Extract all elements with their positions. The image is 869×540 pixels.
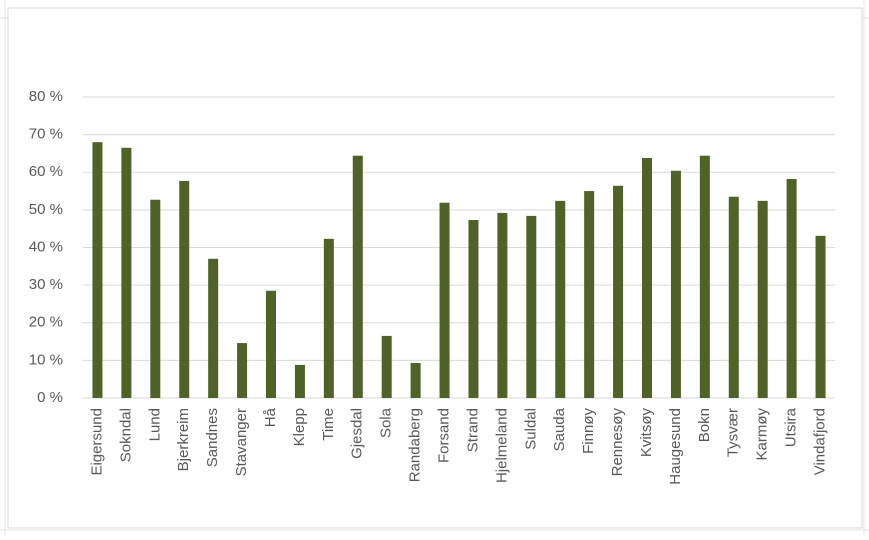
x-tick-label: Lund xyxy=(146,408,163,441)
bar xyxy=(728,196,739,398)
x-tick-label: Time xyxy=(320,408,337,441)
bar xyxy=(642,157,652,398)
bar xyxy=(699,155,710,398)
bar xyxy=(584,191,595,398)
bar xyxy=(121,147,132,398)
x-tick-label: Rennesøy xyxy=(609,408,626,477)
x-tick-label: Hjelmeland xyxy=(493,408,510,483)
bar xyxy=(670,170,681,398)
x-tick-label: Sandnes xyxy=(204,408,221,467)
bar xyxy=(526,215,537,398)
x-tick-label: Kvitsøy xyxy=(638,408,655,458)
y-tick-label: 60 % xyxy=(29,163,63,180)
x-tick-label: Finnøy xyxy=(580,408,597,454)
x-tick-label: Haugesund xyxy=(667,408,684,485)
x-tick-label: Bokn xyxy=(696,408,713,442)
x-tick-label: Forsand xyxy=(436,408,453,463)
x-tick-label: Klepp xyxy=(291,408,308,446)
bar xyxy=(92,142,103,398)
y-tick-label: 20 % xyxy=(29,314,63,331)
y-tick-label: 70 % xyxy=(29,126,63,143)
bar xyxy=(150,199,161,398)
x-tick-label: Strand xyxy=(464,408,481,452)
x-tick-label: Utsira xyxy=(783,407,800,447)
bar xyxy=(786,179,797,398)
x-tick-label: Randaberg xyxy=(407,408,424,482)
x-tick-label: Suldal xyxy=(522,408,539,450)
bar xyxy=(294,364,305,398)
x-tick-label: Bjerkreim xyxy=(175,408,192,471)
x-tick-label: Sauda xyxy=(551,407,568,451)
bar xyxy=(439,202,450,398)
x-tick-label: Eigersund xyxy=(88,408,105,476)
bar xyxy=(410,363,421,398)
x-tick-label: Hå xyxy=(262,407,279,427)
y-tick-label: 40 % xyxy=(29,238,63,255)
bar xyxy=(497,212,508,398)
bar xyxy=(815,235,826,398)
x-tick-label: Karmøy xyxy=(754,408,771,461)
y-tick-label: 80 % xyxy=(29,88,63,105)
bar xyxy=(555,200,566,398)
bar xyxy=(613,185,624,398)
bar xyxy=(179,180,190,398)
x-tick-label: Sokndal xyxy=(117,408,134,462)
x-tick-label: Gjesdal xyxy=(349,408,366,459)
y-tick-label: 0 % xyxy=(37,389,63,406)
y-tick-label: 30 % xyxy=(29,276,63,293)
x-tick-label: Sola xyxy=(378,407,395,438)
bar xyxy=(352,155,363,398)
bar xyxy=(208,258,219,398)
y-tick-label: 10 % xyxy=(29,351,63,368)
bar xyxy=(381,335,392,398)
bar xyxy=(468,220,479,398)
bar xyxy=(266,290,276,398)
bar xyxy=(237,343,248,398)
bar xyxy=(757,200,768,398)
x-tick-label: Vindafjord xyxy=(812,408,829,475)
x-tick-label: Tysvær xyxy=(725,408,742,457)
bar xyxy=(323,238,334,398)
y-tick-label: 50 % xyxy=(29,201,63,218)
x-tick-label: Stavanger xyxy=(233,408,250,476)
